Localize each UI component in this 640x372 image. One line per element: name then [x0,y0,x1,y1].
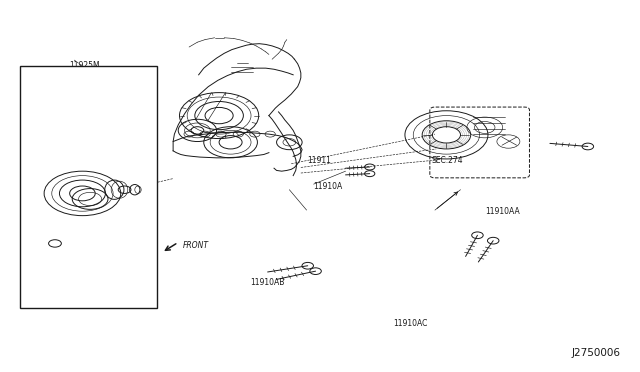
Text: 11932: 11932 [126,76,150,85]
Text: SEC.274: SEC.274 [432,155,463,164]
Text: 11929: 11929 [92,254,115,263]
Text: FRONT: FRONT [182,241,209,250]
Bar [20,65,157,308]
Text: 11926: 11926 [29,278,53,287]
Text: 11925M: 11925M [70,61,100,70]
Text: 11910AC: 11910AC [394,319,428,328]
Text: J2750006: J2750006 [571,348,620,358]
Text: 11910AB: 11910AB [250,278,284,287]
Text: 11911: 11911 [307,155,331,164]
Text: 11910A: 11910A [314,182,343,190]
Text: 11910AA: 11910AA [484,208,520,217]
Text: 11927: 11927 [113,244,136,253]
